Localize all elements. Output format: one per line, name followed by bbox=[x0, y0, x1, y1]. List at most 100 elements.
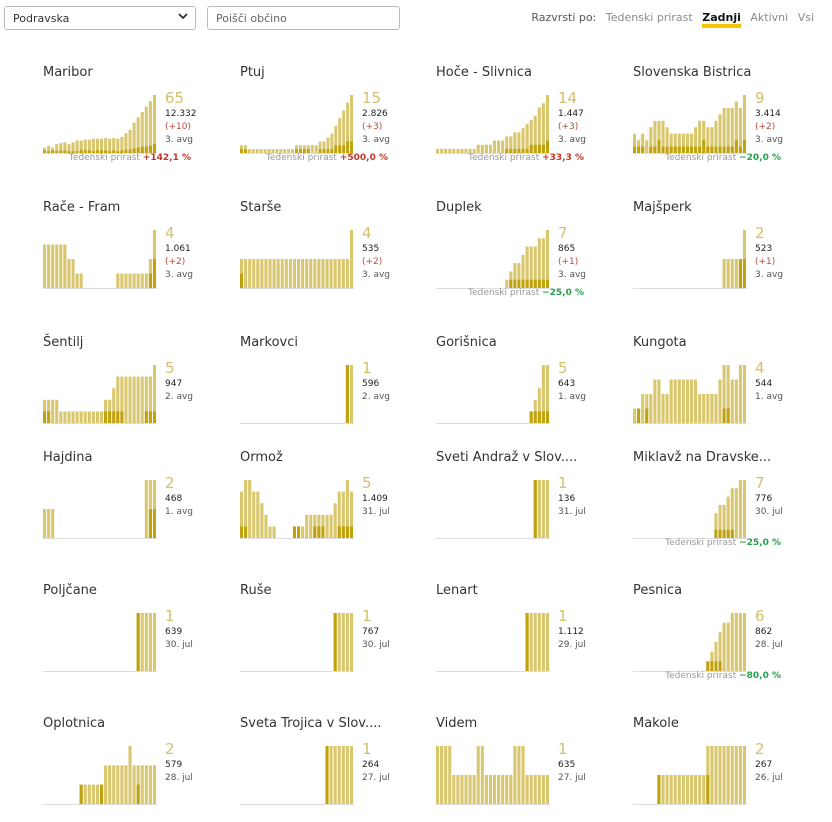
sort-label: Razvrsti po: bbox=[531, 11, 597, 24]
bar bbox=[112, 765, 116, 804]
bar bbox=[75, 273, 79, 288]
bar bbox=[464, 148, 468, 153]
municipality-card[interactable]: Lenart 1 1.112 29. jul bbox=[436, 583, 616, 703]
municipality-card[interactable]: Makole 2 267 26. jul bbox=[633, 716, 813, 822]
bar bbox=[287, 149, 291, 153]
municipality-card[interactable]: Sveta Trojica v Slov.... 1 264 27. jul bbox=[240, 716, 420, 822]
municipality-card[interactable]: Kungota 4 544 1. avg bbox=[633, 335, 813, 455]
card-bar-chart bbox=[240, 95, 354, 154]
municipality-card[interactable]: Ruše 1 767 30. jul bbox=[240, 583, 420, 703]
bar bbox=[677, 133, 681, 153]
card-bar-chart bbox=[436, 230, 550, 289]
bar-new bbox=[525, 279, 529, 288]
sort-option-weekly[interactable]: Tedenski prirast bbox=[605, 11, 693, 24]
municipality-card[interactable]: Poljčane 1 639 30. jul bbox=[43, 583, 223, 703]
municipality-card[interactable]: Hajdina 2 468 1. avg bbox=[43, 450, 223, 570]
bar bbox=[284, 259, 288, 288]
bar bbox=[698, 775, 702, 804]
bar bbox=[726, 622, 730, 671]
last-date: 29. jul bbox=[558, 640, 586, 650]
bar bbox=[657, 120, 661, 153]
municipality-card[interactable]: Pesnica 6 862 28. jul Tedenski prirast −80,0… bbox=[633, 583, 813, 703]
bar bbox=[268, 259, 272, 288]
card-bar-chart bbox=[43, 746, 157, 805]
municipality-card[interactable]: Gorišnica 5 643 1. avg bbox=[436, 335, 616, 455]
bar-new bbox=[718, 661, 722, 671]
municipality-card[interactable]: Rače - Fram 4 1.061 (+2) 3. avg bbox=[43, 200, 223, 320]
municipality-card[interactable]: Ormož 5 1.409 31. jul bbox=[240, 450, 420, 570]
sort-option-active[interactable]: Aktivni bbox=[750, 11, 789, 24]
bar bbox=[43, 509, 47, 538]
bar-new bbox=[653, 146, 657, 153]
bar-new bbox=[730, 529, 734, 538]
card-bar-chart bbox=[240, 746, 354, 805]
bar-new bbox=[95, 150, 99, 153]
municipality-card[interactable]: Miklavž na Dravske... 7 776 30. jul Tedenski… bbox=[633, 450, 813, 570]
bar bbox=[468, 148, 472, 153]
bar-new bbox=[710, 146, 714, 153]
municipality-card[interactable]: Hoče - Slivnica 14 1.447 (+3) 3. avg Tedenski… bbox=[436, 65, 616, 185]
municipality-card[interactable]: Majšperk 2 523 (+1) 3. avg bbox=[633, 200, 813, 320]
active-count: 2 bbox=[165, 740, 175, 758]
bar bbox=[337, 259, 341, 288]
bar bbox=[128, 746, 132, 804]
bar-new bbox=[75, 151, 79, 153]
sort-option-latest[interactable]: Zadnji bbox=[702, 12, 741, 28]
municipality-card[interactable]: Sveti Andraž v Slov.... 1 136 31. jul bbox=[436, 450, 616, 570]
municipality-card[interactable]: Markovci 1 596 2. avg bbox=[240, 335, 420, 455]
last-date: 28. jul bbox=[755, 640, 783, 650]
bar bbox=[79, 140, 83, 153]
bar-new bbox=[112, 411, 116, 423]
bar-new bbox=[521, 279, 525, 288]
bar-new bbox=[152, 411, 156, 423]
bar-new bbox=[545, 279, 549, 288]
bar bbox=[280, 259, 284, 288]
weekly-growth: Tedenski prirast −25,0 % bbox=[665, 538, 781, 548]
sort-option-all[interactable]: Vsi bbox=[797, 11, 814, 24]
bar bbox=[91, 784, 95, 804]
bar bbox=[144, 106, 148, 153]
bar-new bbox=[87, 150, 91, 153]
card-bar-chart bbox=[436, 613, 550, 672]
region-select[interactable]: Podravska bbox=[4, 6, 196, 30]
bar bbox=[314, 145, 318, 153]
municipality-card[interactable]: Duplek 7 865 (+1) 3. avg Tedenski prirast −25… bbox=[436, 200, 616, 320]
bar bbox=[132, 376, 136, 423]
weekly-growth: Tedenski prirast +142,1 % bbox=[69, 153, 191, 163]
bar bbox=[677, 775, 681, 804]
bar-new bbox=[144, 411, 148, 423]
municipality-card[interactable]: Starše 4 535 (+2) 3. avg bbox=[240, 200, 420, 320]
last-date: 30. jul bbox=[755, 507, 783, 517]
bar-new bbox=[517, 148, 521, 153]
bar bbox=[541, 238, 545, 288]
municipality-card[interactable]: Slovenska Bistrica 9 3.414 (+2) 3. avg Tedens… bbox=[633, 65, 813, 185]
bar bbox=[301, 259, 305, 288]
municipality-card[interactable]: Ptuj 15 2.826 (+3) 3. avg Tedenski prirast +5… bbox=[240, 65, 420, 185]
bar-new bbox=[742, 259, 746, 288]
bar bbox=[730, 488, 734, 538]
bar bbox=[521, 746, 525, 804]
bar bbox=[288, 259, 292, 288]
bar bbox=[730, 746, 734, 804]
municipality-card[interactable]: Šentilj 5 947 2. avg bbox=[43, 335, 223, 455]
bar-new bbox=[722, 146, 726, 153]
bar bbox=[252, 259, 256, 288]
municipality-card[interactable]: Maribor 65 12.332 (+10) 3. avg Tedenski prira… bbox=[43, 65, 223, 185]
bar-new bbox=[541, 411, 545, 423]
card-bar-chart bbox=[43, 230, 157, 289]
bar bbox=[148, 765, 152, 804]
bar bbox=[263, 149, 267, 153]
bar bbox=[480, 144, 484, 153]
bar bbox=[83, 784, 87, 804]
weekly-growth-value: +33,3 % bbox=[542, 153, 584, 163]
bar bbox=[148, 613, 152, 671]
bar-new bbox=[545, 140, 549, 153]
municipality-card[interactable]: Videm 1 635 27. jul bbox=[436, 716, 616, 822]
bar bbox=[345, 613, 349, 671]
search-input[interactable] bbox=[207, 6, 400, 30]
bar bbox=[685, 775, 689, 804]
bar bbox=[349, 230, 353, 288]
municipality-card[interactable]: Oplotnica 2 579 28. jul bbox=[43, 716, 223, 822]
bar-new bbox=[718, 529, 722, 538]
bar bbox=[260, 259, 264, 288]
